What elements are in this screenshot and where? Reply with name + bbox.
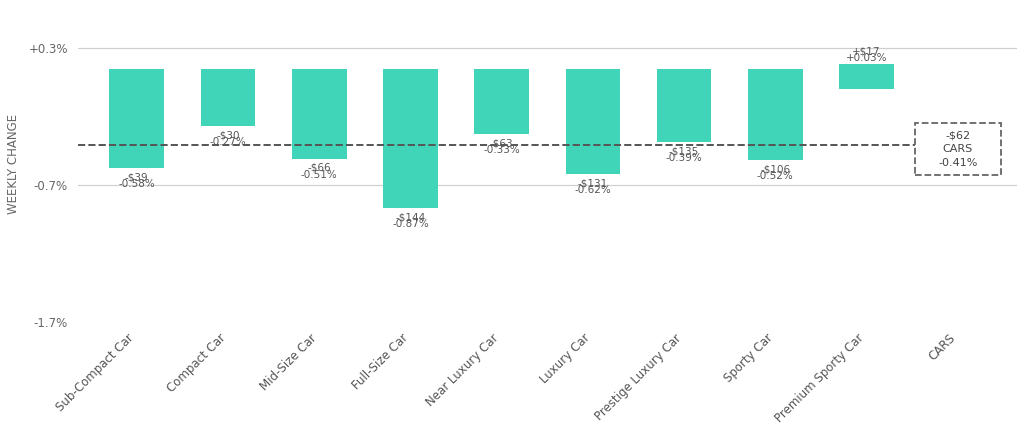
Text: -0.39%: -0.39% xyxy=(666,153,702,163)
Text: -$144: -$144 xyxy=(395,212,426,222)
Text: -$62: -$62 xyxy=(945,130,971,140)
Text: -0.41%: -0.41% xyxy=(938,159,978,168)
Bar xyxy=(656,69,712,143)
Text: -0.62%: -0.62% xyxy=(574,185,611,195)
Text: -0.87%: -0.87% xyxy=(392,219,429,229)
Text: -$63: -$63 xyxy=(489,138,513,148)
Bar xyxy=(292,69,346,159)
Text: -$30: -$30 xyxy=(216,130,240,140)
Text: -$66: -$66 xyxy=(307,163,331,173)
Bar xyxy=(474,69,529,134)
Text: -0.27%: -0.27% xyxy=(210,137,247,147)
Text: -0.52%: -0.52% xyxy=(757,171,794,181)
Bar xyxy=(201,69,255,126)
Text: -0.51%: -0.51% xyxy=(301,170,338,180)
Bar xyxy=(383,69,438,208)
Bar xyxy=(840,64,894,89)
Text: -$131: -$131 xyxy=(578,178,608,188)
Text: -$106: -$106 xyxy=(760,164,791,175)
Text: -0.58%: -0.58% xyxy=(119,179,156,189)
Text: -$135: -$135 xyxy=(669,146,699,156)
Text: +$17: +$17 xyxy=(852,46,881,56)
Y-axis label: WEEKLY CHANGE: WEEKLY CHANGE xyxy=(7,114,19,214)
Text: -0.33%: -0.33% xyxy=(483,145,520,155)
Bar xyxy=(565,69,621,174)
Bar xyxy=(110,69,164,168)
FancyBboxPatch shape xyxy=(914,123,1000,175)
Text: -$39: -$39 xyxy=(125,172,148,183)
Text: +0.03%: +0.03% xyxy=(846,53,887,63)
Text: CARS: CARS xyxy=(943,144,973,154)
Bar xyxy=(748,69,803,160)
